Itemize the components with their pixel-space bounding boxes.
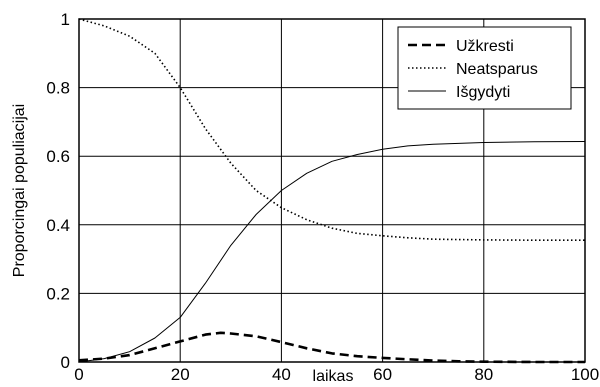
legend-label-isgydyti: Išgydyti (456, 84, 510, 101)
x-tick-label: 40 (272, 365, 291, 384)
legend-label-neatsparus: Neatsparus (456, 61, 538, 78)
x-axis-label: laikas (313, 368, 354, 385)
y-tick-label: 0.2 (46, 284, 70, 303)
x-tick-label: 80 (474, 365, 493, 384)
x-tick-label: 20 (171, 365, 190, 384)
y-tick-label: 0 (61, 353, 70, 372)
y-tick-label: 0.6 (46, 147, 70, 166)
y-tick-label: 1 (61, 10, 70, 29)
legend-label-uzkresti: Užkresti (456, 38, 514, 55)
legend-item-isgydyti: Išgydyti (408, 84, 510, 101)
legend-item-neatsparus: Neatsparus (408, 61, 538, 78)
legend-box (397, 26, 572, 110)
x-tick-label: 0 (74, 365, 83, 384)
legend: Užkresti Neatsparus Išgydyti (397, 26, 572, 110)
series-line-isgydyti (78, 141, 586, 363)
plot-frame (78, 18, 586, 363)
y-tick-label: 0.4 (46, 216, 70, 235)
ticks: 0 20 40 60 80 100 0 0.2 0.4 0.6 0.8 1 (46, 10, 599, 384)
y-axis-label: Proporcingai populiacijai (11, 104, 28, 277)
x-tick-label: 100 (571, 365, 599, 384)
legend-item-uzkresti: Užkresti (408, 38, 514, 55)
x-tick-label: 60 (373, 365, 392, 384)
series-line-uzkresti (78, 331, 585, 364)
series-layer (78, 18, 586, 364)
y-tick-label: 0.8 (46, 79, 70, 98)
